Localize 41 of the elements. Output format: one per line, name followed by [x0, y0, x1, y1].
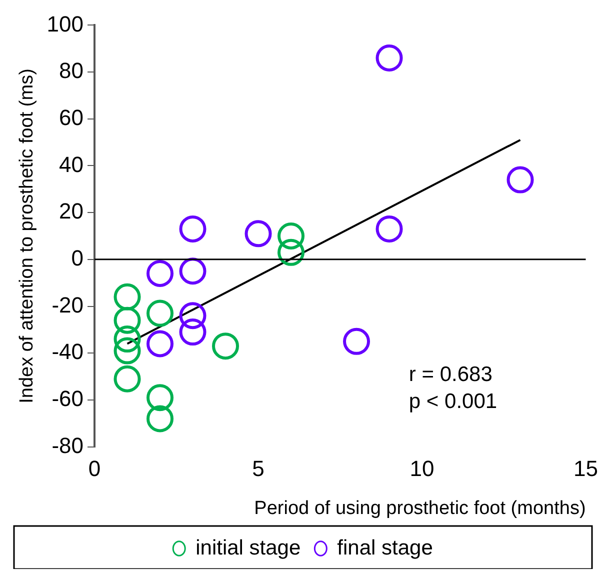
y-tick-label: -40: [52, 339, 84, 364]
point: [146, 405, 174, 432]
point: [146, 260, 174, 287]
x-tick-label: 5: [252, 456, 264, 482]
point: [146, 300, 174, 327]
y-tick-label: 60: [59, 104, 84, 130]
point: [114, 326, 141, 353]
legend-label: initial stage: [196, 536, 301, 560]
x-tick-label: 10: [410, 456, 434, 482]
point: [278, 222, 305, 250]
y-tick-label: 100: [46, 11, 84, 36]
point: [506, 166, 534, 194]
point: [278, 238, 305, 266]
legend-label: final stage: [337, 536, 433, 560]
point: [114, 283, 141, 310]
y-tick-label: 40: [59, 152, 84, 177]
annotation: p < 0.001: [408, 390, 498, 413]
y-tick-label: -60: [52, 386, 84, 412]
point: [179, 215, 206, 242]
y-tick-label: -80: [52, 432, 84, 458]
point: [376, 215, 403, 242]
point: [179, 302, 206, 330]
annotation: r = 0.683: [408, 362, 492, 386]
x-axis-title: Period of using prosthetic foot (months): [254, 498, 586, 519]
point: [146, 384, 174, 412]
point: [114, 337, 141, 364]
x-tick-label: 0: [88, 456, 101, 482]
x-tick-label: 15: [574, 456, 598, 482]
y-tick-label: -20: [52, 292, 84, 318]
point: [376, 44, 403, 72]
point: [179, 318, 206, 346]
point: [212, 332, 240, 360]
y-tick-label: 20: [59, 198, 84, 224]
point: [114, 365, 141, 392]
y-tick-label: 0: [71, 245, 84, 270]
point: [114, 306, 141, 334]
point: [343, 328, 370, 355]
y-tick-label: 80: [59, 58, 84, 84]
point: [244, 220, 272, 248]
y-axis-title: Index of attention to prosthetic foot (ms): [16, 68, 38, 404]
point: [146, 330, 174, 358]
